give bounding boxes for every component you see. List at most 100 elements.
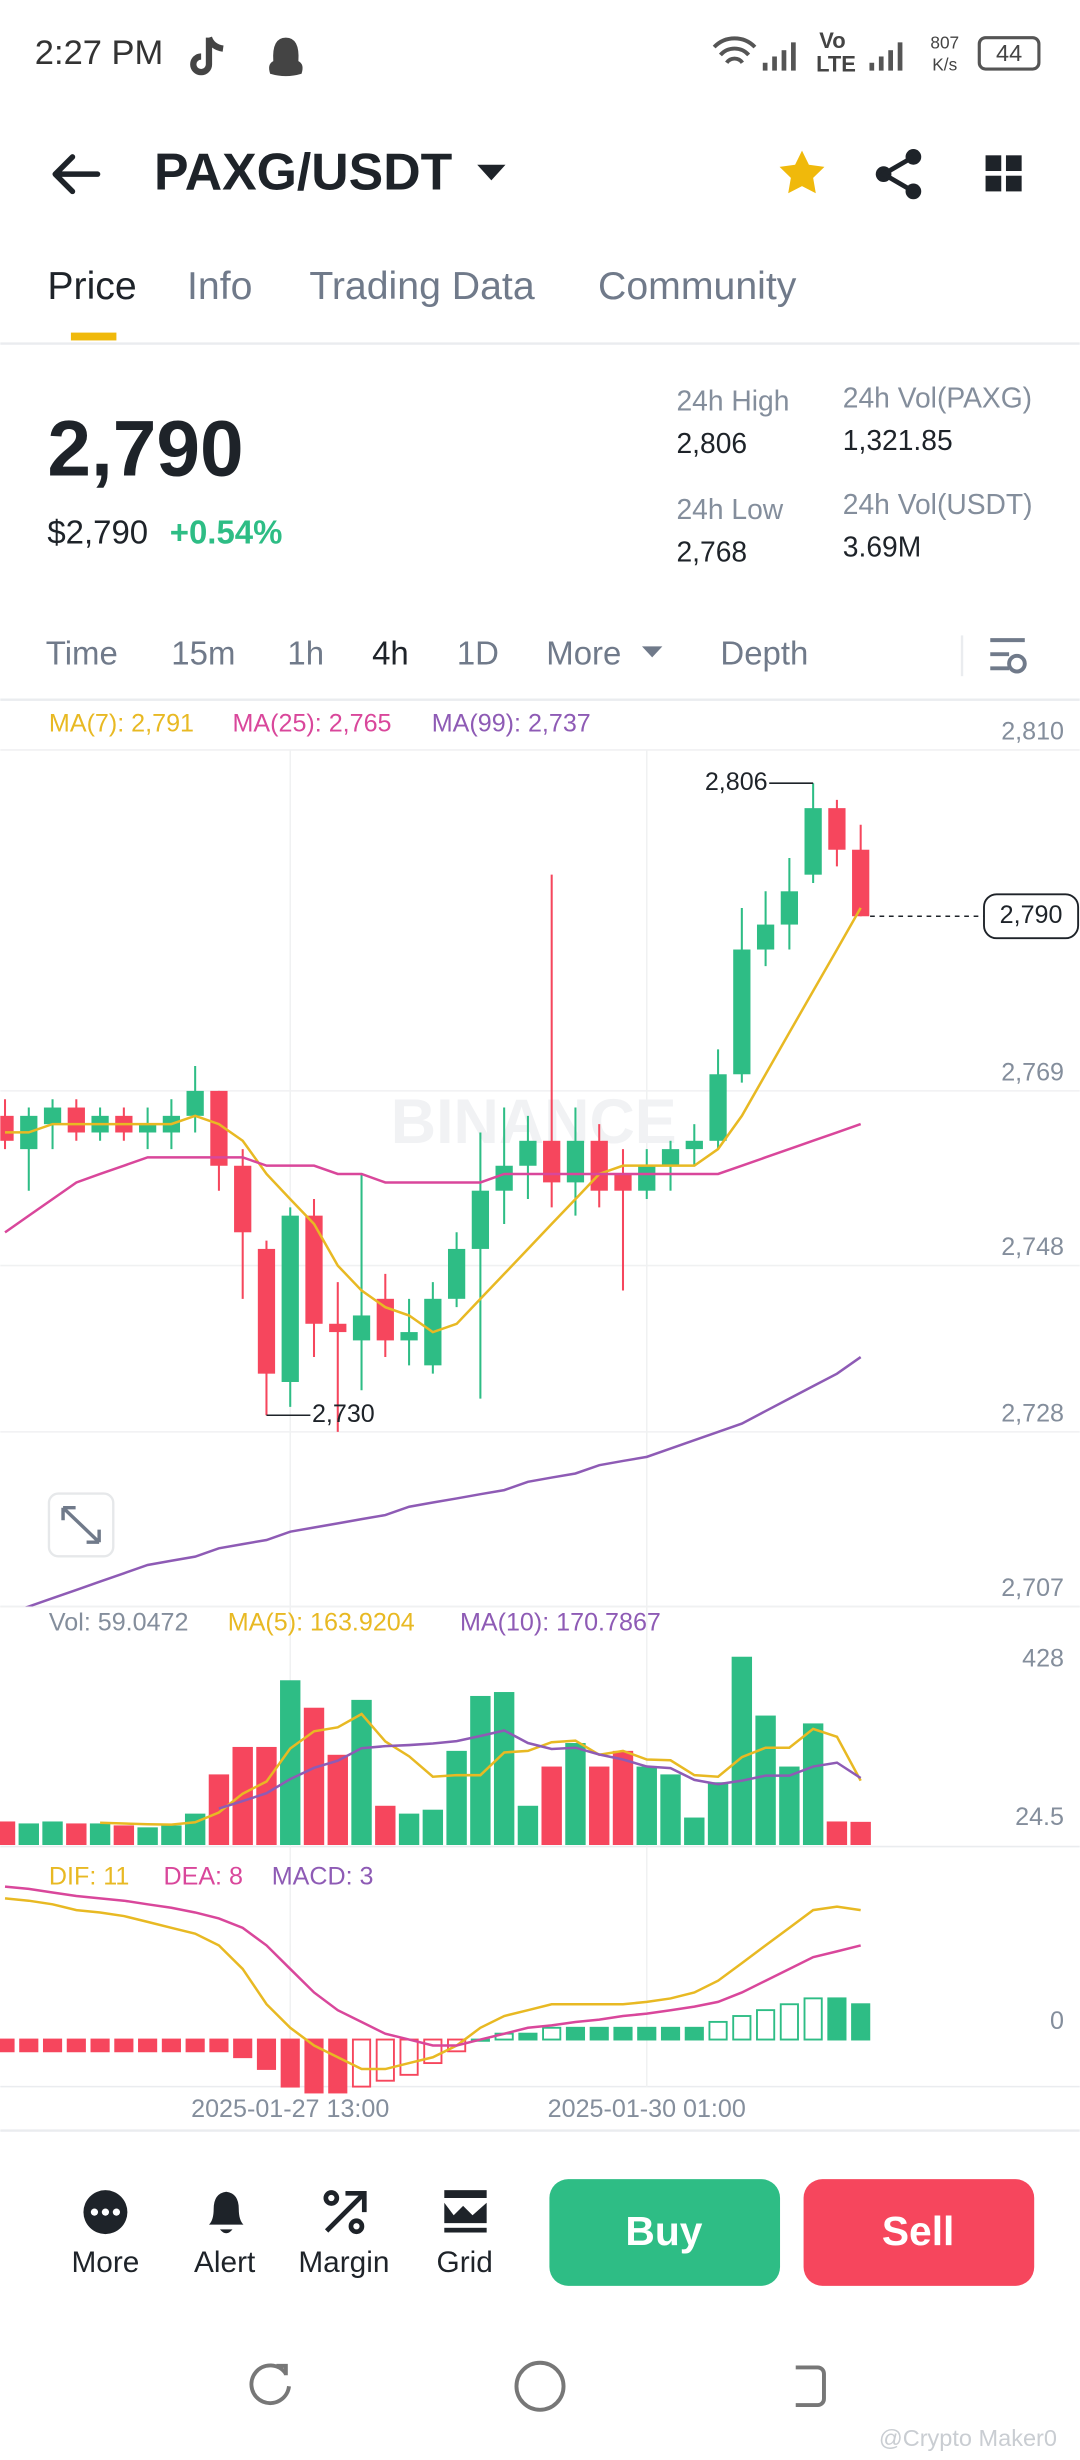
legend-entry: MA(7): 2,791	[49, 709, 194, 737]
stat-label: 24h High	[676, 385, 789, 417]
high-label: 2,806	[705, 768, 768, 796]
sell-label[interactable]: Sell	[882, 2208, 955, 2254]
expand-button-part[interactable]	[61, 1505, 101, 1544]
volume-bar	[161, 1825, 182, 1845]
more-icon-part[interactable]	[112, 2208, 121, 2216]
candle-body	[828, 808, 846, 850]
macd-bar	[304, 2038, 324, 2094]
back-nav-button[interactable]	[795, 2365, 826, 2408]
sell-button[interactable]	[803, 2179, 1035, 2286]
candle-body	[352, 1315, 371, 1341]
candle-body	[614, 1174, 632, 1191]
recents-button[interactable]	[249, 2363, 291, 2406]
tab[interactable]: Community	[598, 264, 797, 308]
interval-option[interactable]: 4h	[372, 634, 409, 671]
stat-label: 24h Vol(USDT)	[843, 488, 1033, 520]
wifi-icon	[712, 36, 757, 65]
grid-icon-part[interactable]	[444, 2227, 487, 2233]
grid-icon-part[interactable]	[444, 2202, 487, 2224]
tab-indicator	[70, 332, 117, 341]
last-price-label: 2,790	[1000, 901, 1063, 929]
favorite-star[interactable]	[779, 150, 825, 194]
tab[interactable]: Price	[47, 264, 136, 308]
candle-body	[234, 1165, 252, 1233]
signal-icon-2-part	[869, 62, 875, 71]
action-label[interactable]: Margin	[298, 2246, 389, 2279]
volume-bar	[327, 1754, 348, 1845]
stat-label: 24h Vol(PAXG)	[843, 382, 1032, 414]
more-icon[interactable]	[83, 2190, 128, 2235]
macd-bar	[19, 2038, 39, 2053]
indicator-line	[218, 1729, 862, 1810]
margin-icon-part[interactable]	[348, 2218, 365, 2235]
macd-bar	[565, 2026, 586, 2041]
layout-button-part[interactable]	[985, 175, 1002, 192]
layout-button-part[interactable]	[1005, 175, 1022, 192]
tab[interactable]: Info	[187, 264, 252, 308]
y-tick-label: 2,748	[1001, 1233, 1064, 1261]
volume-bar	[802, 1723, 824, 1845]
interval-option[interactable]: Time	[46, 634, 118, 671]
last-price: 2,790	[47, 405, 243, 493]
margin-icon[interactable]	[323, 2190, 367, 2235]
legend-entry: Vol: 59.0472	[49, 1608, 189, 1636]
interval-option[interactable]: More	[546, 634, 621, 671]
expand-button[interactable]	[47, 1492, 115, 1558]
buy-label[interactable]: Buy	[625, 2208, 702, 2254]
pair-dropdown[interactable]	[477, 164, 506, 181]
chart-settings-part[interactable]	[990, 638, 1025, 671]
grid-icon[interactable]	[444, 2190, 487, 2233]
layout-button-part[interactable]	[1005, 155, 1022, 172]
alert-icon[interactable]	[208, 2191, 244, 2234]
grid-icon-part[interactable]	[444, 2190, 487, 2198]
interval-option[interactable]: 1D	[457, 634, 499, 671]
interval-option[interactable]: Depth	[720, 634, 808, 671]
macd-bar	[779, 2003, 799, 2041]
chart-settings[interactable]	[990, 638, 1027, 674]
more-dropdown[interactable]	[641, 646, 663, 658]
more-icon-part[interactable]	[101, 2208, 110, 2216]
last-price-box	[983, 893, 1080, 940]
legend-entry: MA(99): 2,737	[432, 709, 591, 737]
volume-bar	[0, 1821, 16, 1845]
action-label[interactable]: Grid	[437, 2246, 493, 2279]
indicator-line	[24, 1356, 862, 1607]
interval-option[interactable]: 1h	[287, 634, 324, 671]
macd-bar	[161, 2038, 181, 2053]
volume-bar	[18, 1823, 39, 1845]
macd-bar	[613, 2026, 633, 2041]
share-button[interactable]	[875, 149, 922, 200]
layout-button[interactable]	[985, 155, 1022, 192]
share-button-part[interactable]	[878, 154, 915, 194]
volume-bar	[470, 1695, 491, 1845]
candle-body	[305, 1215, 323, 1324]
buy-button[interactable]	[549, 2179, 781, 2286]
margin-icon-part[interactable]	[323, 2190, 340, 2206]
chart-settings-part[interactable]	[1007, 653, 1027, 674]
candle-body	[329, 1323, 347, 1333]
interval-option[interactable]: 15m	[171, 634, 235, 671]
volume-bar	[636, 1766, 657, 1845]
legend-entry: DEA: 8	[163, 1863, 243, 1891]
candle-body	[519, 1140, 537, 1166]
candle-body	[471, 1190, 490, 1249]
margin-icon-part[interactable]	[324, 2190, 367, 2233]
candle-body	[804, 808, 822, 875]
back-button[interactable]	[52, 154, 101, 195]
macd-bar	[684, 2026, 704, 2041]
macd-bar	[637, 2026, 657, 2041]
tab[interactable]: Trading Data	[309, 264, 534, 308]
home-button[interactable]	[514, 2360, 566, 2412]
indicator-line	[4, 1897, 861, 2071]
macd-bar	[827, 1997, 847, 2041]
candle-body	[43, 1107, 62, 1125]
action-label[interactable]: Alert	[194, 2246, 256, 2279]
action-label[interactable]: More	[71, 2246, 139, 2279]
y-tick-label: 2,769	[1001, 1058, 1064, 1086]
pair-title[interactable]: PAXG/USDT	[154, 142, 453, 200]
candle-body	[685, 1140, 703, 1150]
layout-button-part[interactable]	[985, 155, 1002, 172]
more-icon-part[interactable]	[90, 2208, 99, 2216]
stat-value: 2,768	[676, 535, 747, 567]
volume-bar	[565, 1743, 586, 1845]
